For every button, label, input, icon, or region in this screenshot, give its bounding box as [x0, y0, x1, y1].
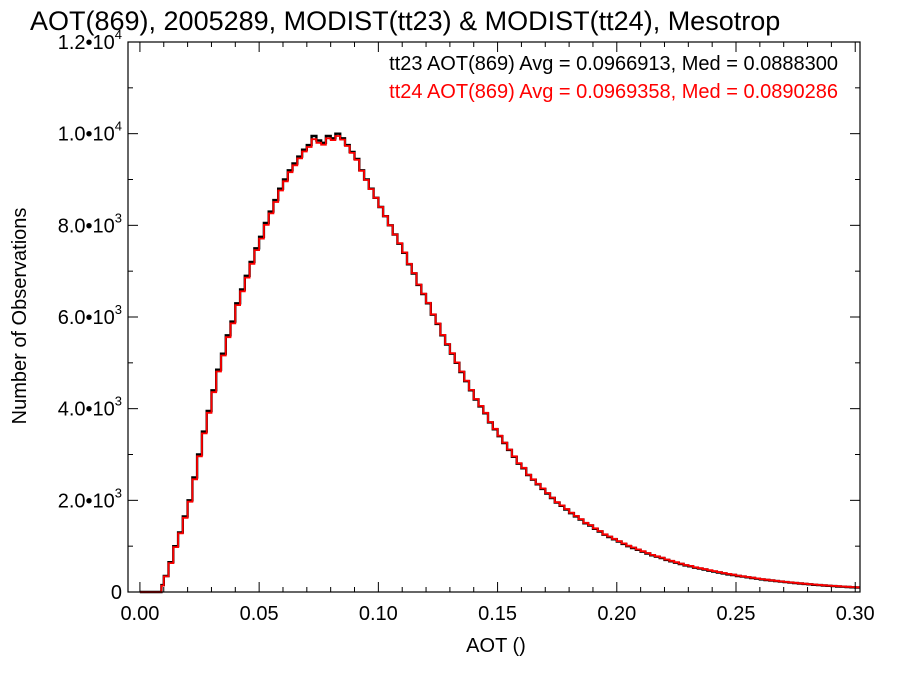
plot-frame [127, 41, 861, 593]
legend-entry-tt24: tt24 AOT(869) Avg = 0.0969358, Med = 0.0… [389, 81, 838, 103]
x-tick-label: 0.00 [120, 603, 159, 625]
x-axis-label: AOT () [466, 635, 526, 657]
x-tick-label: 0.05 [240, 603, 279, 625]
axes: 0.00 0.05 0.10 0.15 0.20 0.25 0.30 0 2.0•103 4.0•… [58, 27, 875, 625]
x-tick-label: 0.10 [359, 603, 398, 625]
series-layer [139, 132, 860, 594]
y-tick-label: 6.0•103 [58, 302, 122, 329]
x-tick-label: 0.15 [478, 603, 517, 625]
x-tick-label: 0.25 [717, 603, 756, 625]
x-tick-label: 0.20 [597, 603, 636, 625]
y-tick-label: 4.0•103 [58, 394, 122, 421]
y-tick-label: 8.0•103 [58, 210, 122, 237]
y-tick-label: 2.0•103 [58, 485, 122, 512]
legend-entry-tt23: tt23 AOT(869) Avg = 0.0966913, Med = 0.0… [389, 53, 838, 75]
series-line-tt24 [139, 135, 860, 593]
y-axis-label: Number of Observations [9, 208, 31, 425]
y-tick-label: 1.2•104 [58, 27, 122, 54]
legend: tt23 AOT(869) Avg = 0.0966913, Med = 0.0… [389, 53, 838, 103]
chart-title: AOT(869), 2005289, MODIST(tt23) & MODIST… [30, 6, 780, 36]
series-line-tt23 [139, 132, 860, 594]
x-tick-label: 0.30 [836, 603, 875, 625]
y-tick-label: 0 [111, 582, 122, 604]
y-tick-label: 1.0•104 [58, 119, 122, 146]
